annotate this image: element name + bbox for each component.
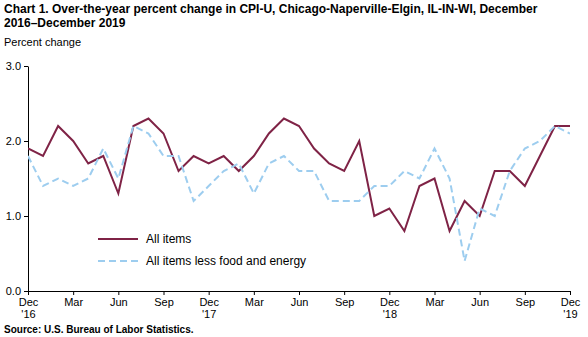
series-line — [28, 119, 570, 232]
y-tick: 2.0 — [6, 135, 28, 147]
x-tick-label: Mar — [245, 296, 264, 308]
x-tick-mark — [254, 291, 255, 295]
x-tick-label: Dec'17 — [199, 296, 219, 320]
x-tick: Jun — [291, 291, 309, 308]
legend-swatch — [98, 260, 138, 262]
lines — [28, 119, 570, 262]
x-tick: Jun — [110, 291, 128, 308]
x-tick: Sep — [516, 291, 536, 308]
x-axis: Dec'16 Mar Jun Sep Dec'17 Mar Jun Sep Dec'18 Mar J… — [19, 291, 581, 320]
y-tick-label: 2.0 — [6, 135, 21, 147]
x-tick-mark — [570, 291, 571, 295]
x-tick-mark — [73, 291, 74, 295]
x-tick-label: Mar — [426, 296, 445, 308]
x-tick-mark — [389, 291, 390, 295]
y-axis-line — [28, 67, 29, 292]
legend-swatch — [98, 238, 138, 240]
x-tick: Sep — [154, 291, 174, 308]
y-tick-label: 3.0 — [6, 60, 21, 72]
legend: All items All items less food and energy — [98, 232, 306, 268]
x-tick-label: Dec'18 — [380, 296, 400, 320]
x-tick: Mar — [64, 291, 83, 308]
x-tick-mark — [118, 291, 119, 295]
x-tick-mark — [28, 291, 29, 295]
y-tick-label: 1.0 — [6, 210, 21, 222]
y-axis-label: Percent change — [4, 36, 81, 48]
x-tick-mark — [344, 291, 345, 295]
x-tick: Dec'19 — [561, 291, 581, 320]
chart: Chart 1. Over-the-year percent change in… — [0, 0, 588, 337]
y-tick-mark — [24, 216, 28, 217]
x-tick-mark — [164, 291, 165, 295]
x-tick-label: Sep — [154, 296, 174, 308]
x-tick: Dec'17 — [199, 291, 219, 320]
x-tick-label: Jun — [471, 296, 489, 308]
y-tick-mark — [24, 66, 28, 67]
x-tick-label: Dec'19 — [561, 296, 581, 320]
legend-label: All items — [146, 232, 191, 246]
legend-label: All items less food and energy — [146, 254, 306, 268]
x-tick-mark — [209, 291, 210, 295]
x-tick-label: Mar — [64, 296, 83, 308]
y-tick-mark — [24, 141, 28, 142]
x-tick-label: Sep — [335, 296, 355, 308]
y-tick: 1.0 — [6, 210, 28, 222]
x-tick-label: Jun — [291, 296, 309, 308]
x-tick: Mar — [245, 291, 264, 308]
x-tick-mark — [525, 291, 526, 295]
y-axis: 0.01.02.03.0 — [6, 60, 29, 297]
x-tick-label: Dec'16 — [19, 296, 39, 320]
x-tick: Jun — [471, 291, 489, 308]
x-tick: Sep — [335, 291, 355, 308]
x-tick: Dec'16 — [19, 291, 39, 320]
x-tick-label: Jun — [110, 296, 128, 308]
x-tick: Dec'18 — [380, 291, 400, 320]
series-line — [28, 126, 570, 261]
x-tick-mark — [480, 291, 481, 295]
title: Chart 1. Over-the-year percent change in… — [4, 2, 538, 30]
plot: 0.01.02.03.0Dec'16MarJunSepDec'17MarJunS… — [6, 60, 581, 320]
x-tick-mark — [299, 291, 300, 295]
source-note: Source: U.S. Bureau of Labor Statistics. — [4, 324, 194, 335]
x-tick-label: Sep — [516, 296, 536, 308]
x-tick-mark — [435, 291, 436, 295]
y-tick: 3.0 — [6, 60, 28, 72]
y-tick-mark — [24, 291, 28, 292]
x-tick: Mar — [426, 291, 445, 308]
